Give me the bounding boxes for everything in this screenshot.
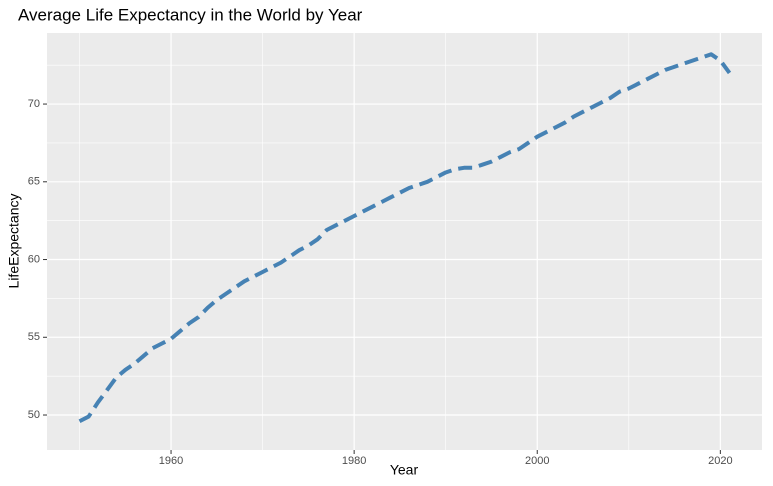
x-tick-label: 2020 xyxy=(708,455,732,467)
chart-title: Average Life Expectancy in the World by … xyxy=(18,5,363,24)
x-tick-label: 1980 xyxy=(342,455,366,467)
y-tick-label: 65 xyxy=(28,176,40,188)
plot-panel xyxy=(47,33,762,450)
y-tick-label: 70 xyxy=(28,98,40,110)
y-tick-label: 55 xyxy=(28,331,40,343)
y-tick-label: 60 xyxy=(28,253,40,265)
y-tick-label: 50 xyxy=(28,409,40,421)
x-axis-title: Year xyxy=(390,462,419,478)
y-axis-title: LifeExpectancy xyxy=(6,194,22,289)
data-line xyxy=(78,52,732,424)
x-tick-label: 1960 xyxy=(159,455,183,467)
x-tick-label: 2000 xyxy=(525,455,549,467)
